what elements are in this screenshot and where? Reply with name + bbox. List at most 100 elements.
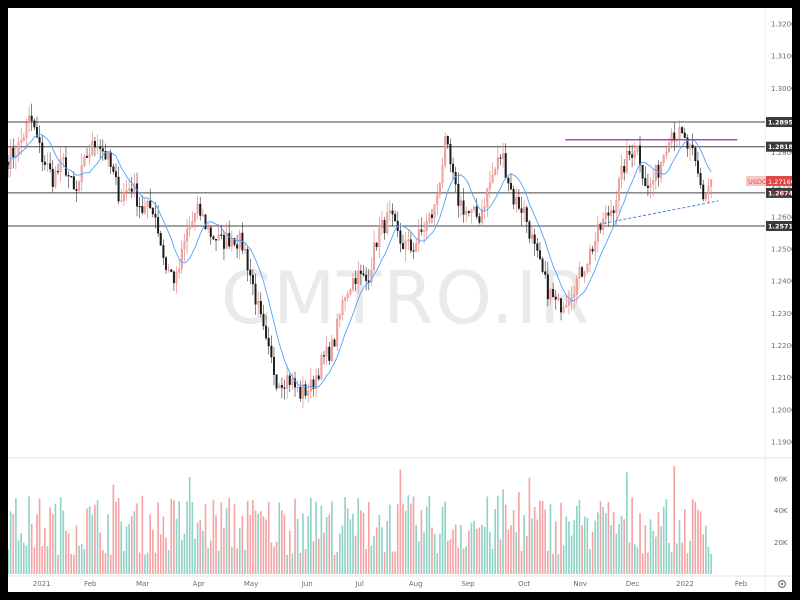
- candle-body: [128, 188, 131, 191]
- gear-icon[interactable]: [777, 579, 787, 589]
- symbol-label: USDCAD: [748, 178, 776, 186]
- candle-body: [557, 298, 560, 300]
- candle-body: [41, 142, 44, 163]
- candle-body: [607, 212, 610, 216]
- candle-body: [436, 194, 439, 205]
- price-tick-11: 1.21000: [771, 374, 792, 382]
- volume-bar: [475, 528, 478, 574]
- candle-body: [196, 203, 199, 214]
- volume-bar: [547, 550, 549, 574]
- volume-bar: [86, 508, 88, 574]
- volume-bar: [423, 532, 425, 574]
- volume-bar: [623, 519, 626, 574]
- candle-body: [623, 166, 626, 173]
- candle-body: [288, 375, 291, 385]
- candle-body: [49, 163, 52, 170]
- candle-body: [459, 200, 462, 206]
- volume-bar: [396, 504, 399, 574]
- candle-body: [591, 248, 594, 252]
- change-label: -2.73%: [768, 189, 791, 197]
- candle-body: [378, 227, 381, 248]
- volume-bar: [333, 554, 336, 574]
- volume-bar: [639, 513, 641, 574]
- volume-bar: [96, 500, 99, 574]
- time-tick-3: Apr: [193, 580, 205, 588]
- candle-body: [512, 188, 515, 205]
- candle-body: [304, 384, 307, 396]
- candle-body: [86, 155, 88, 158]
- volume-bar: [107, 514, 109, 574]
- volume-bar: [225, 508, 228, 574]
- volume-bar: [425, 506, 428, 574]
- time-axis[interactable]: 2021 Feb Mar Apr May Jun Jul Aug Sep Oct Nov Dec 202…: [33, 580, 748, 588]
- volume-bar: [707, 546, 710, 574]
- price-tick-12: 1.20000: [771, 406, 792, 414]
- candle-body: [117, 176, 120, 202]
- level-label-0: 1.28953: [768, 119, 792, 127]
- volume-tick-0: 60K: [774, 475, 788, 483]
- volume-bar: [323, 532, 325, 574]
- volume-bar: [286, 554, 288, 574]
- candle-body: [578, 267, 581, 279]
- volume-bar: [610, 525, 612, 574]
- volume-bar: [420, 510, 423, 574]
- price-tick-0: 1.32000: [771, 21, 792, 29]
- volume-bar: [452, 529, 454, 574]
- candle-body: [662, 155, 665, 163]
- candle-body: [212, 236, 215, 240]
- candle-body: [352, 278, 354, 290]
- candle-body: [536, 243, 539, 251]
- candle-body: [560, 298, 562, 313]
- volume-bar: [641, 553, 644, 574]
- volume-bar: [167, 550, 170, 574]
- candle-body: [249, 269, 252, 276]
- volume-bar: [636, 547, 639, 574]
- volume-bar: [660, 526, 662, 574]
- time-tick-9: Oct: [518, 580, 530, 588]
- candle-body: [328, 346, 331, 361]
- volume-bar: [570, 535, 573, 574]
- candle-body: [415, 243, 418, 252]
- volume-bar: [346, 508, 349, 574]
- candle-body: [244, 249, 246, 251]
- volume-bar: [78, 545, 80, 574]
- volume-bar: [394, 551, 396, 574]
- candle-body: [62, 157, 65, 160]
- volume-bar: [236, 548, 238, 574]
- candle-body: [533, 234, 536, 244]
- candle-body: [486, 188, 489, 207]
- candle-body: [454, 172, 457, 185]
- candle-body: [325, 346, 328, 357]
- candle-body: [170, 269, 173, 272]
- candle-body: [273, 356, 275, 375]
- candle-body: [38, 136, 41, 143]
- volume-bar: [336, 552, 338, 574]
- candle-body: [233, 238, 236, 245]
- moving-average-line: [8, 133, 712, 389]
- candle-body: [473, 206, 476, 210]
- volume-tick-1: 40K: [774, 507, 788, 515]
- volume-bar: [104, 553, 107, 574]
- volume-bar: [288, 530, 291, 574]
- volume-bar: [676, 543, 678, 574]
- candle-body: [257, 301, 260, 305]
- candle-body: [228, 233, 231, 247]
- volume-bar: [88, 506, 91, 574]
- time-tick-0: 2021: [33, 580, 51, 588]
- candle-body: [301, 384, 304, 399]
- price-tick-1: 1.31000: [771, 53, 792, 61]
- volume-bar: [320, 505, 323, 574]
- candle-body: [386, 212, 389, 234]
- candle-body: [652, 180, 655, 185]
- volume-bar: [489, 531, 491, 574]
- candle-body: [296, 387, 299, 389]
- volume-bar: [202, 531, 204, 574]
- volume-bar: [67, 533, 70, 574]
- volume-bar: [38, 498, 41, 574]
- candle-body: [428, 214, 431, 222]
- volume-bar: [123, 550, 125, 574]
- candle-body: [259, 301, 262, 315]
- candle-body: [423, 230, 426, 232]
- candle-body: [294, 378, 297, 388]
- price-chart[interactable]: CMTRO.IR 1.320001.310001.300001.290001.2…: [8, 8, 792, 592]
